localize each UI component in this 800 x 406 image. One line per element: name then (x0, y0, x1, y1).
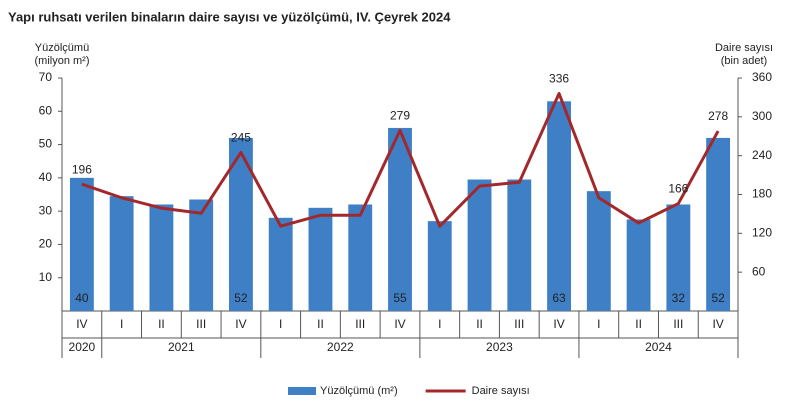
x-tick-label: I (120, 317, 123, 331)
x-tick-label: I (438, 317, 441, 331)
bar (149, 204, 174, 311)
y2-axis-title: (bin adet) (721, 55, 767, 67)
bar (586, 191, 611, 311)
line-value-label: 196 (72, 162, 92, 176)
bar (706, 137, 731, 311)
bar (308, 207, 333, 311)
x-tick-label: III (673, 317, 683, 331)
line-value-label: 278 (708, 109, 728, 123)
x-tick-label: II (317, 317, 324, 331)
y-tick-label: 70 (39, 70, 53, 84)
y2-tick-label: 240 (752, 148, 772, 162)
y2-tick-label: 60 (752, 264, 766, 278)
bar (547, 101, 571, 311)
year-label: 2020 (69, 340, 96, 354)
bar (427, 221, 452, 311)
legend-label: Yüzölçümü (m²) (320, 385, 398, 397)
y-axis-title: Yüzölçümü (35, 42, 89, 54)
bar (626, 219, 651, 311)
bar-value-label: 52 (711, 291, 725, 305)
x-tick-label: IV (553, 317, 564, 331)
year-label: 2021 (168, 340, 195, 354)
bar-value-label: 32 (672, 291, 686, 305)
line-value-label: 279 (390, 109, 410, 123)
bar-value-label: 63 (552, 291, 566, 305)
y2-axis-title: Daire sayısı (715, 42, 773, 54)
y2-tick-label: 300 (752, 109, 772, 123)
y-axis-title: (milyon m²) (35, 55, 90, 67)
line-value-label: 336 (549, 72, 569, 86)
y-tick-label: 60 (39, 103, 53, 117)
bar (69, 177, 94, 311)
line-value-label: 245 (231, 131, 251, 145)
x-tick-label: I (279, 317, 282, 331)
x-tick-label: III (355, 317, 365, 331)
x-tick-label: I (597, 317, 600, 331)
line-value-label: 166 (668, 182, 688, 196)
x-tick-label: III (514, 317, 524, 331)
year-label: 2022 (327, 340, 354, 354)
y-tick-label: 40 (39, 170, 53, 184)
x-tick-label: II (158, 317, 165, 331)
chart-title: Yapı ruhsatı verilen binaların daire say… (8, 9, 451, 24)
line (81, 92, 720, 228)
y-tick-label: 30 (39, 203, 53, 217)
bar-value-label: 52 (234, 291, 248, 305)
year-label: 2024 (645, 340, 672, 354)
bar (467, 179, 492, 311)
y-tick-label: 50 (39, 137, 53, 151)
bar (109, 196, 134, 311)
bar (388, 127, 412, 311)
x-tick-label: II (476, 317, 483, 331)
bar (348, 204, 373, 311)
y2-tick-label: 120 (752, 226, 772, 240)
bar-value-label: 40 (75, 291, 89, 305)
bar (229, 137, 253, 311)
bar (507, 179, 532, 311)
x-tick-label: IV (394, 317, 405, 331)
bar-value-label: 55 (393, 291, 407, 305)
legend-label: Daire sayısı (472, 385, 530, 397)
x-tick-label: II (635, 317, 642, 331)
x-tick-label: IV (76, 317, 87, 331)
y2-tick-label: 180 (752, 187, 772, 201)
y-tick-label: 20 (39, 237, 53, 251)
year-label: 2023 (486, 340, 513, 354)
x-tick-label: IV (235, 317, 246, 331)
y-tick-label: 10 (39, 270, 53, 284)
x-tick-label: IV (712, 317, 723, 331)
bar (189, 199, 214, 311)
bar (268, 217, 293, 311)
legend-swatch (288, 387, 316, 395)
y2-tick-label: 360 (752, 70, 772, 84)
bar (666, 204, 691, 311)
x-tick-label: III (196, 317, 206, 331)
